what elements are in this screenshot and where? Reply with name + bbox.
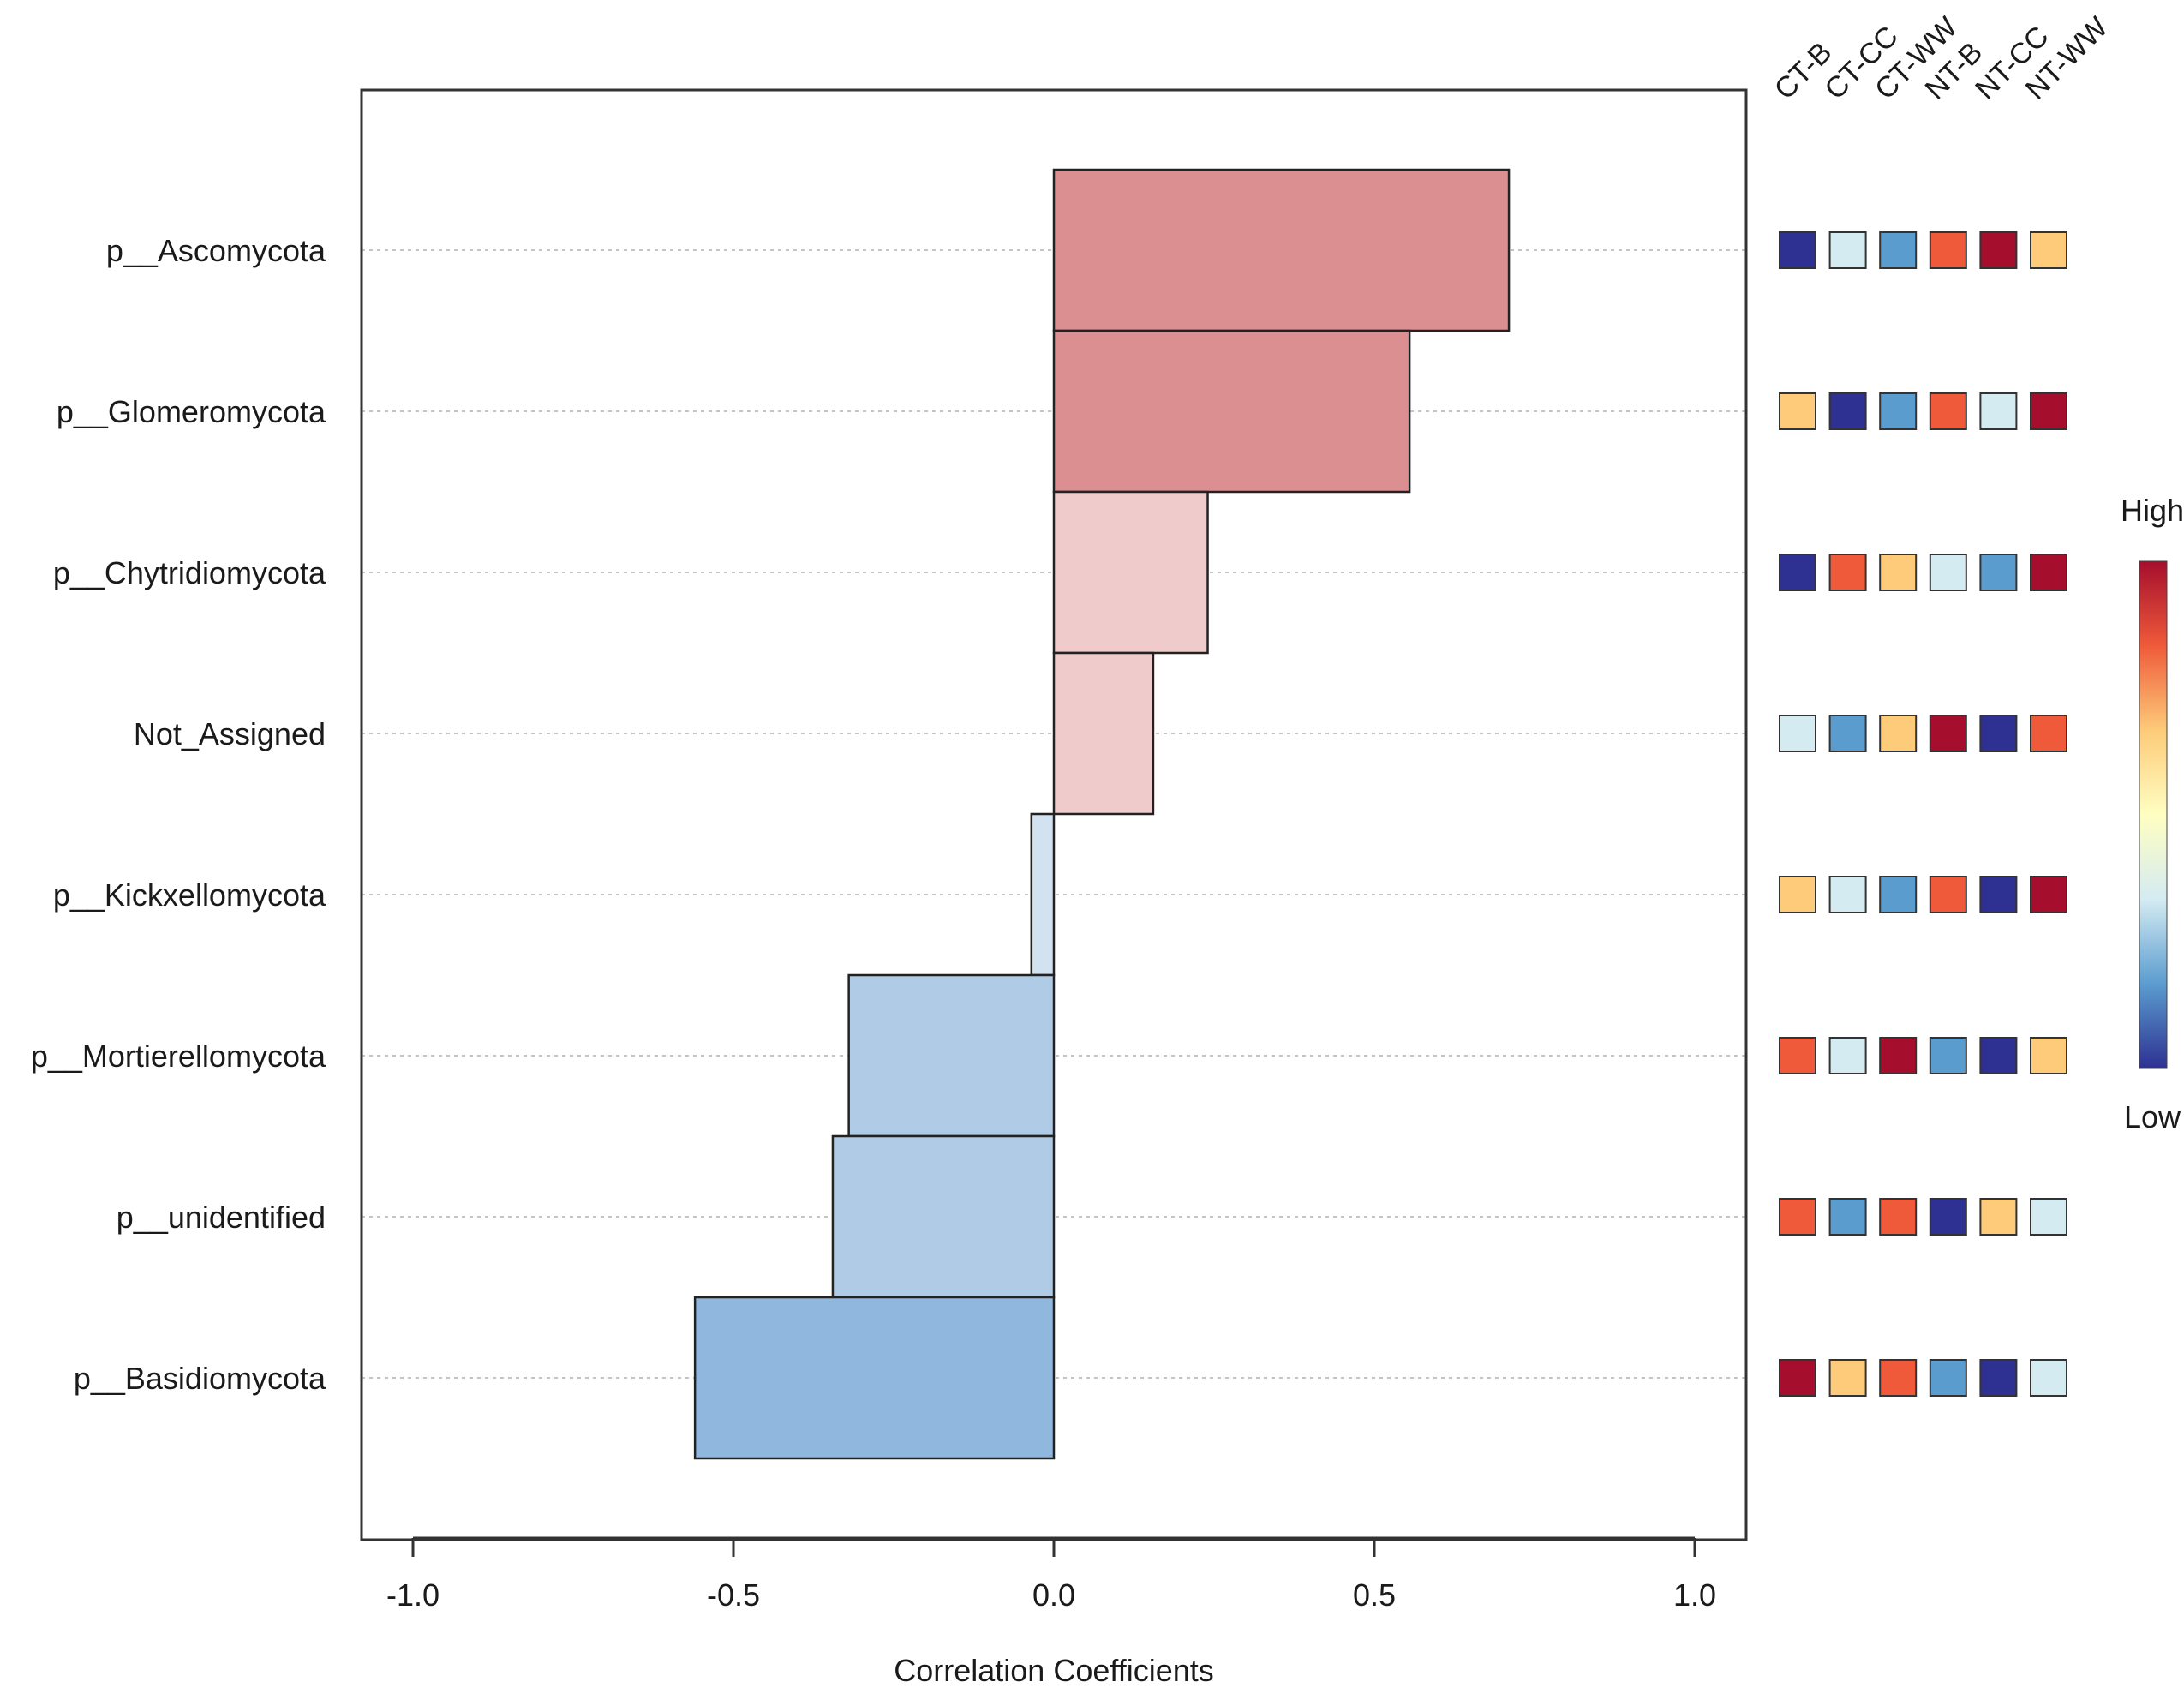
bar bbox=[693, 1296, 1056, 1460]
heatmap-cell bbox=[1979, 554, 2018, 591]
category-label: p__Ascomycota bbox=[106, 233, 326, 268]
heatmap-cell bbox=[2030, 1359, 2067, 1397]
heatmap-cell bbox=[2030, 715, 2067, 752]
category-label: p__unidentified bbox=[117, 1200, 326, 1235]
heatmap-cell bbox=[2030, 1037, 2067, 1074]
heatmap-cell bbox=[1779, 715, 1816, 752]
bar bbox=[847, 973, 1056, 1138]
heatmap-cell bbox=[1828, 1037, 1867, 1074]
heatmap-cell bbox=[1879, 876, 1918, 913]
heatmap-cell bbox=[1779, 1037, 1816, 1074]
heatmap-cell bbox=[2030, 876, 2067, 913]
heatmap-cell bbox=[1979, 1037, 2018, 1074]
heatmap-cell bbox=[1879, 1198, 1918, 1236]
heatmap-cell bbox=[1879, 231, 1918, 269]
heatmap-cell bbox=[2030, 554, 2067, 591]
heatmap-cell bbox=[1929, 554, 1967, 591]
heatmap-cell bbox=[1828, 876, 1867, 913]
heatmap-cell bbox=[1879, 715, 1918, 752]
heatmap-cell bbox=[2030, 1198, 2067, 1236]
x-tick-label: 1.0 bbox=[1673, 1577, 1716, 1613]
legend-gradient-bar bbox=[2139, 560, 2168, 1069]
heatmap-cell bbox=[1779, 231, 1816, 269]
heatmap-cell bbox=[1929, 876, 1967, 913]
heatmap-cell bbox=[1879, 554, 1918, 591]
heatmap-cell bbox=[1828, 231, 1867, 269]
heatmap-cell bbox=[1879, 392, 1918, 430]
x-tick-label: -1.0 bbox=[386, 1577, 440, 1613]
heatmap-cell bbox=[1779, 554, 1816, 591]
heatmap-cell bbox=[1828, 1359, 1867, 1397]
heatmap-cell bbox=[1879, 1359, 1918, 1397]
heatmap-cell bbox=[1979, 1198, 2018, 1236]
heatmap-cell bbox=[2030, 231, 2067, 269]
bar bbox=[831, 1134, 1056, 1299]
category-labels: p__Ascomycota p__Glomeromycota p__Chytridi… bbox=[31, 233, 326, 1396]
heatmap-cell bbox=[1929, 392, 1967, 430]
bar bbox=[1030, 812, 1056, 977]
heatmap-cell bbox=[1929, 1359, 1967, 1397]
heatmap-cell bbox=[1879, 1037, 1918, 1074]
heatmap-cell bbox=[1929, 1037, 1967, 1074]
x-tick-label: 0.0 bbox=[1032, 1577, 1075, 1613]
heatmap-cell bbox=[1979, 392, 2018, 430]
heatmap-cell bbox=[1779, 1198, 1816, 1236]
category-label: Not_Assigned bbox=[134, 716, 326, 751]
heatmap-cell bbox=[1828, 392, 1867, 430]
heatmap-cell bbox=[1979, 715, 2018, 752]
heatmap-cell bbox=[1779, 392, 1816, 430]
heatmap-cell bbox=[1929, 1198, 1967, 1236]
heatmap-cell bbox=[2030, 392, 2067, 430]
heatmap-cell bbox=[1979, 876, 2018, 913]
bar bbox=[1052, 651, 1155, 816]
x-axis-label: Correlation Coefficients bbox=[894, 1653, 1214, 1688]
category-label: p__Kickxellomycota bbox=[53, 877, 326, 913]
category-label: p__Glomeromycota bbox=[57, 394, 326, 429]
bar bbox=[1052, 490, 1209, 655]
heatmap-cell bbox=[1828, 715, 1867, 752]
bar bbox=[1052, 329, 1411, 494]
heatmap-cell bbox=[1979, 231, 2018, 269]
heatmap-cell bbox=[1979, 1359, 2018, 1397]
heatmap bbox=[1779, 231, 2067, 1397]
legend-high-label: High bbox=[2121, 493, 2184, 528]
x-axis: -1.0 -0.5 0.0 0.5 1.0 bbox=[386, 1536, 1716, 1613]
heatmap-cell bbox=[1779, 876, 1816, 913]
category-label: p__Basidiomycota bbox=[74, 1361, 326, 1396]
heatmap-cell bbox=[1828, 1198, 1867, 1236]
category-label: p__Chytridiomycota bbox=[53, 555, 326, 590]
bar bbox=[1052, 168, 1511, 332]
category-label: p__Mortierellomycota bbox=[31, 1039, 326, 1074]
heatmap-cell bbox=[1779, 1359, 1816, 1397]
heatmap-column-label: CT-B bbox=[1768, 36, 1839, 106]
x-tick-label: 0.5 bbox=[1353, 1577, 1396, 1613]
heatmap-cell bbox=[1929, 231, 1967, 269]
legend-low-label: Low bbox=[2124, 1099, 2181, 1134]
heatmap-cell bbox=[1929, 715, 1967, 752]
bars bbox=[693, 168, 1511, 1460]
x-tick-label: -0.5 bbox=[707, 1577, 760, 1613]
color-legend: High Low bbox=[2121, 493, 2184, 1134]
heatmap-cell bbox=[1828, 554, 1867, 591]
